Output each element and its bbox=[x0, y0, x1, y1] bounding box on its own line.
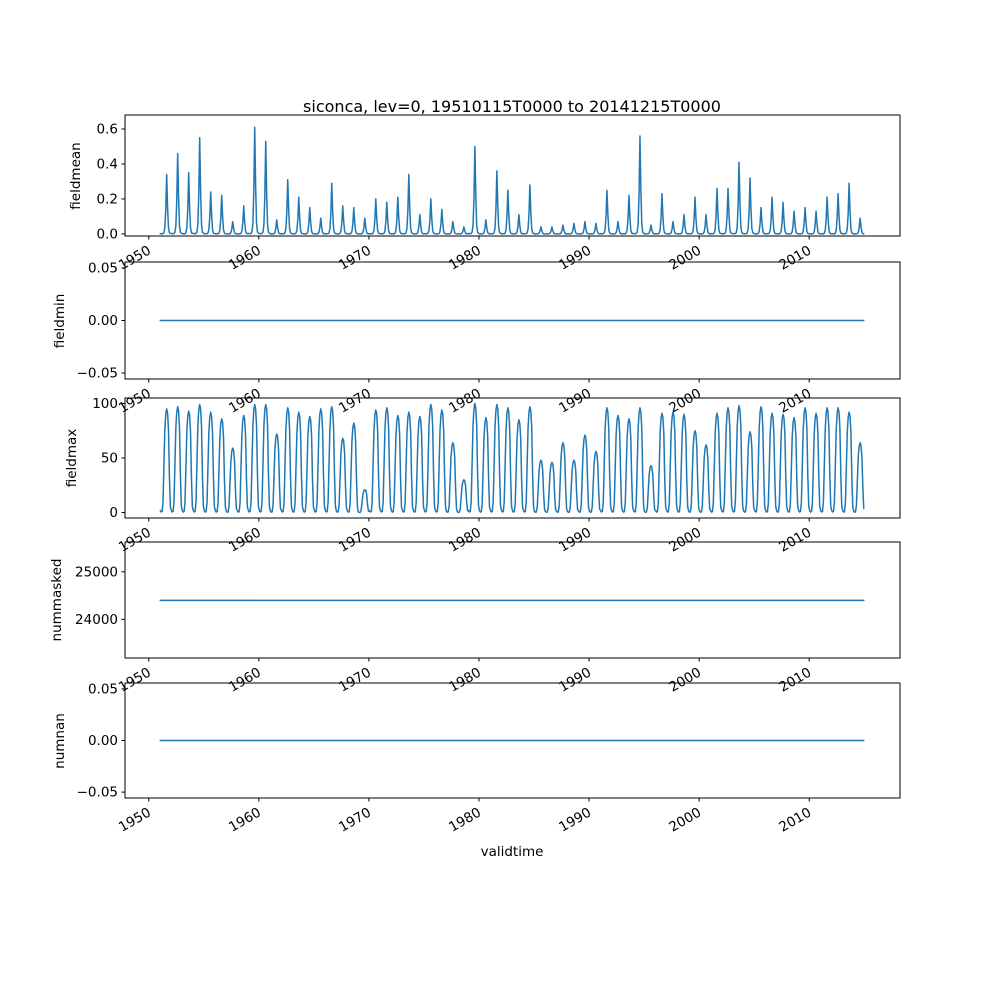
x-tick-label: 2000 bbox=[666, 386, 704, 417]
x-tick-label: 2010 bbox=[776, 665, 814, 696]
series-line-fieldmean bbox=[159, 126, 865, 235]
subplot-nummasked: 24000 25000 1950 1960 1970 1980 1990 2000 2010 bbox=[75, 541, 901, 696]
x-tick-label: 1960 bbox=[226, 805, 264, 836]
x-tick-label: 2000 bbox=[666, 243, 704, 274]
y-tick-label: 0.6 bbox=[97, 121, 118, 137]
axes-frame bbox=[124, 541, 901, 659]
x-tick-label: 1950 bbox=[116, 386, 154, 417]
y-tick-label: 0.05 bbox=[88, 681, 118, 697]
x-tick-label: 1960 bbox=[226, 665, 264, 696]
x-tick-label: 1950 bbox=[116, 665, 154, 696]
x-tick-label: 1950 bbox=[116, 805, 154, 836]
y-tick-label: −0.05 bbox=[77, 785, 118, 801]
ylabel-fieldmin: fieldmin bbox=[52, 293, 68, 348]
y-tick-label: 0.0 bbox=[97, 226, 118, 242]
ylabel-fieldmax: fieldmax bbox=[64, 428, 80, 488]
y-tick-label: 0.4 bbox=[97, 156, 118, 172]
x-tick-label: 1970 bbox=[336, 805, 374, 836]
x-tick-label: 2010 bbox=[776, 805, 814, 836]
x-tick-label: 1980 bbox=[446, 243, 484, 274]
ylabel-nummasked: nummasked bbox=[49, 558, 65, 642]
x-tick-label: 2010 bbox=[776, 525, 814, 556]
y-tick-label: −0.05 bbox=[77, 366, 118, 382]
x-tick-label: 1960 bbox=[226, 386, 264, 417]
x-tick-label: 1990 bbox=[556, 665, 594, 696]
x-tick-label: 1980 bbox=[446, 805, 484, 836]
y-tick-label: 0 bbox=[109, 505, 118, 521]
subplot-fieldmean: 0.0 0.2 0.4 0.6 1950 1960 1970 1980 1990 2000 2010 bbox=[97, 114, 901, 274]
figure-title: siconca, lev=0, 19510115T0000 to 2014121… bbox=[303, 97, 721, 116]
subplot-numnan: −0.05 0.00 0.05 1950 1960 1970 1980 1990 2000 201… bbox=[77, 681, 901, 836]
x-axis-label: validtime bbox=[480, 844, 544, 860]
y-tick-label: 0.05 bbox=[88, 260, 118, 276]
x-tick-label: 1990 bbox=[556, 243, 594, 274]
x-tick-label: 1950 bbox=[116, 243, 154, 274]
subplot-fieldmin: −0.05 0.00 0.05 1950 1960 1970 1980 1990 2000 201… bbox=[77, 260, 901, 417]
subplot-fieldmax: 0 50 100 1950 1960 1970 1980 1990 2000 2010 bbox=[92, 396, 901, 556]
x-tick-label: 2000 bbox=[666, 805, 704, 836]
x-tick-label: 2010 bbox=[776, 243, 814, 274]
series-line-fieldmax bbox=[159, 402, 865, 514]
x-tick-label: 2000 bbox=[666, 525, 704, 556]
x-tick-label: 1960 bbox=[226, 525, 264, 556]
x-tick-label: 1970 bbox=[336, 386, 374, 417]
ylabel-numnan: numnan bbox=[52, 712, 68, 769]
axes-frame bbox=[124, 114, 901, 237]
x-tick-label: 1970 bbox=[336, 243, 374, 274]
x-tick-label: 1950 bbox=[116, 525, 154, 556]
x-tick-label: 1990 bbox=[556, 386, 594, 417]
x-tick-label: 1990 bbox=[556, 525, 594, 556]
x-tick-label: 2010 bbox=[776, 386, 814, 417]
x-tick-label: 1980 bbox=[446, 525, 484, 556]
y-tick-label: 24000 bbox=[75, 612, 118, 628]
x-tick-label: 1990 bbox=[556, 805, 594, 836]
x-tick-label: 1980 bbox=[446, 386, 484, 417]
y-tick-label: 0.00 bbox=[88, 733, 118, 749]
x-tick-label: 2000 bbox=[666, 665, 704, 696]
y-tick-label: 50 bbox=[101, 451, 118, 467]
x-tick-label: 1970 bbox=[336, 525, 374, 556]
y-tick-label: 0.2 bbox=[97, 191, 118, 207]
y-tick-label: 25000 bbox=[75, 564, 118, 580]
y-tick-label: 0.00 bbox=[88, 313, 118, 329]
x-tick-label: 1960 bbox=[226, 243, 264, 274]
x-tick-label: 1970 bbox=[336, 665, 374, 696]
x-tick-label: 1980 bbox=[446, 665, 484, 696]
ylabel-fieldmean: fieldmean bbox=[68, 141, 84, 210]
y-tick-label: 100 bbox=[92, 396, 118, 412]
